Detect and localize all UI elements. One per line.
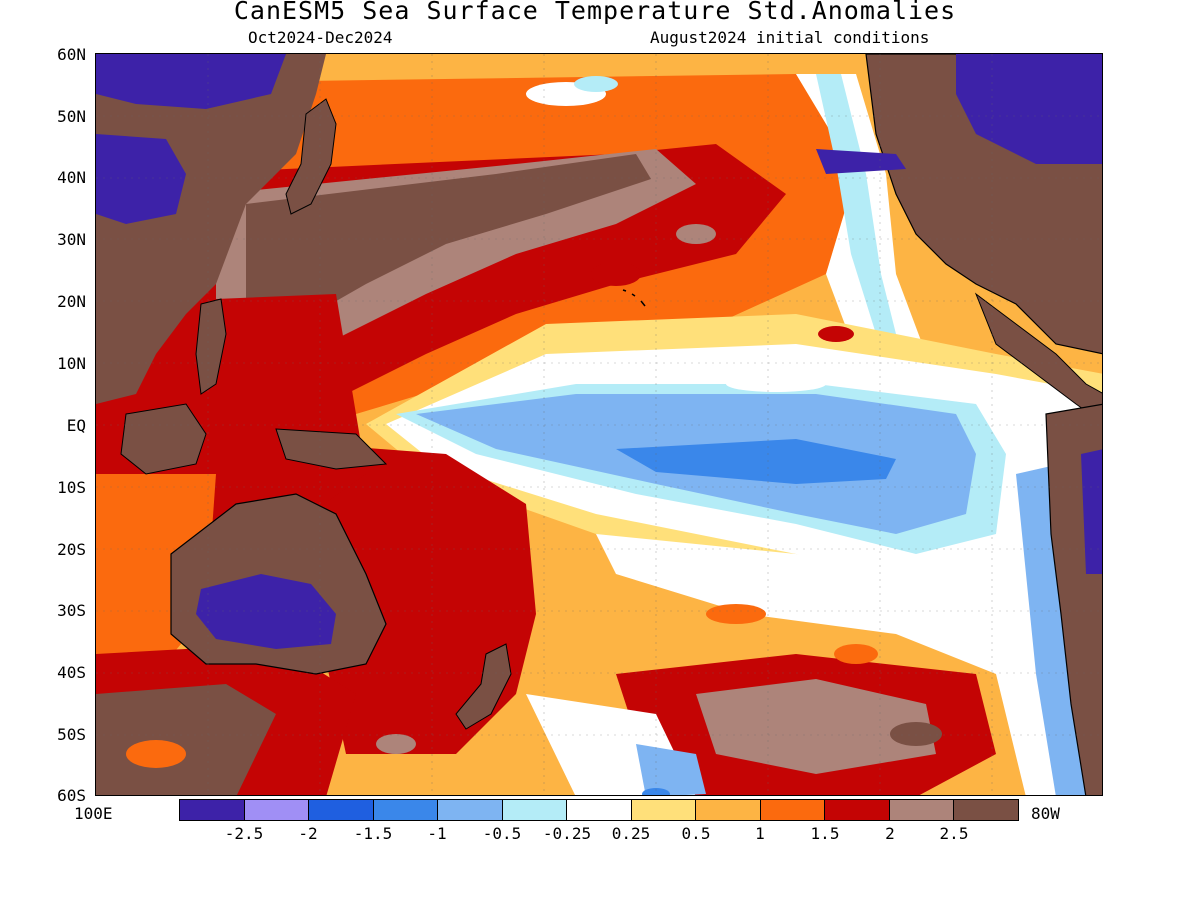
canada-cold-anomaly [956,54,1102,164]
colorbar-swatch [180,800,245,820]
australia-cold-anomaly [196,574,336,649]
colorbar-label: -0.5 [482,824,522,843]
lat-label-30n: 30N [57,230,86,249]
colorbar-swatch [373,800,439,820]
philippines [195,298,227,395]
alaska-cold-anomaly [816,149,906,174]
colorbar-label: -1.5 [353,824,393,843]
colorbar-swatch [954,800,1018,820]
lat-label-10n: 10N [57,354,86,373]
colorbar-label: 1.5 [810,824,840,843]
colorbar-label: 2 [885,824,895,843]
lat-label-30s: 30S [57,601,86,620]
lat-label-20s: 20S [57,540,86,559]
colorbar-swatch [567,800,632,820]
se-pacific-cool-streak [596,534,1102,795]
equatorial-cold-core [616,439,896,484]
colorbar-swatch [502,800,568,820]
colorbar-label: -1 [427,824,447,843]
colorbar-swatch [889,800,955,820]
anomaly-speckles [126,76,942,795]
colorbar-label: -0.25 [542,824,592,843]
southern-indian-extreme [96,684,276,795]
colorbar-label: 2.5 [939,824,969,843]
new-zealand [455,643,512,730]
colorbar-swatch [760,800,826,820]
ne-pacific-coastal-blue [816,74,896,334]
japan-islands [285,98,337,215]
lat-label-50n: 50N [57,107,86,126]
colorbar [179,799,1019,821]
lat-label-20n: 20N [57,292,86,311]
lat-label-10s: 10S [57,478,86,497]
map-canvas [96,54,1102,795]
colorbar-label: -2 [298,824,318,843]
map-title: CanESM5 Sea Surface Temperature Std.Anom… [233,0,957,25]
colorbar-swatch [825,800,890,820]
colorbar-swatch [438,800,503,820]
south-pacific-hot-band [316,444,536,754]
china-cold-anomaly [96,134,186,224]
lat-label-60s: 60S [57,786,86,805]
south-pacific-southern-extreme [696,679,936,774]
colorbar-label: 0.25 [611,824,651,843]
hawaii-islands [622,289,646,307]
indonesia-borneo [120,403,207,475]
graticule [96,54,1102,795]
south-america-cold-anomaly [1081,449,1102,574]
central-america [974,292,1102,424]
lat-label-50s: 50S [57,725,86,744]
lon-label-west: 100E [74,804,113,823]
lon-label-east: 80W [1031,804,1060,823]
indian-ocean-warm [96,474,216,694]
lat-label-eq: EQ [66,416,86,435]
lat-label-40s: 40S [57,663,86,682]
sst-anomaly-map [95,53,1103,796]
colorbar-swatch [631,800,697,820]
colorbar-swatch [244,800,310,820]
lat-label-40n: 40N [57,168,86,187]
colorbar-label: 0.5 [681,824,711,843]
initial-conditions: August2024 initial conditions [650,28,930,47]
new-guinea [275,428,388,470]
forecast-period: Oct2024-Dec2024 [248,28,393,47]
north-pacific-max [246,154,651,334]
colorbar-swatch [696,800,761,820]
siberia-cold-anomaly [96,54,286,109]
colorbar-label: 1 [755,824,765,843]
lat-label-60n: 60N [57,45,86,64]
colorbar-label: -2.5 [224,824,264,843]
southern-ocean-blue-patch [636,744,706,795]
colorbar-swatch [309,800,374,820]
